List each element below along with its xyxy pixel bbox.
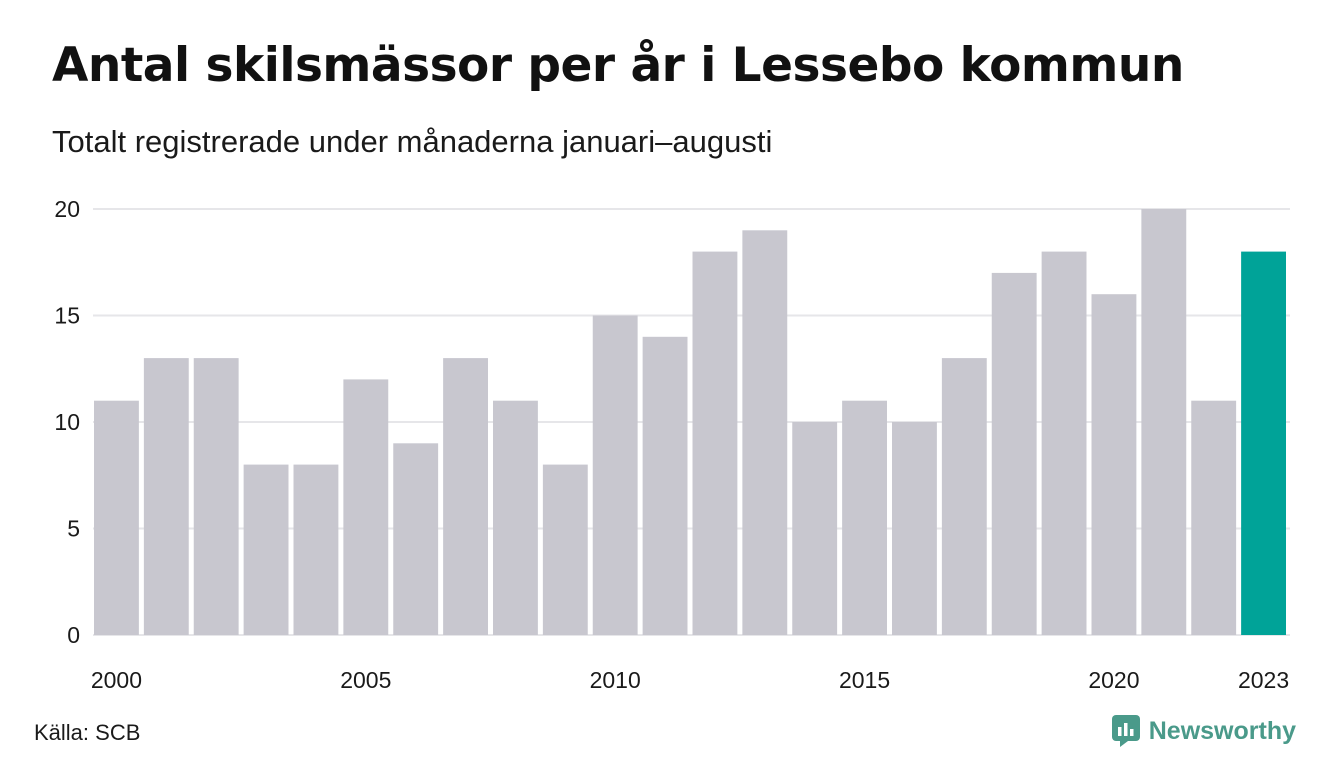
- x-tick-label-2010: 2010: [590, 667, 641, 693]
- newsworthy-logo: Newsworthy: [1111, 714, 1296, 748]
- chart-title: Antal skilsmässor per år i Lessebo kommu…: [52, 38, 1184, 93]
- bar-2007: [443, 358, 488, 635]
- x-axis-ticks: 2000 2005 2010 2015 2020 2023: [91, 667, 1289, 693]
- grid-lines: [93, 208, 1290, 636]
- y-axis-ticks: 0 5 10 15 20: [54, 196, 80, 648]
- bar-2003: [243, 464, 289, 635]
- x-tick-label-2020: 2020: [1088, 667, 1139, 693]
- bar-2010: [592, 315, 638, 635]
- y-tick-label-15: 15: [54, 303, 80, 329]
- bar-2009: [542, 464, 588, 635]
- newsworthy-logo-icon: [1111, 715, 1140, 747]
- x-tick-label-2023: 2023: [1238, 667, 1289, 693]
- x-tick-label-2015: 2015: [839, 667, 890, 693]
- y-tick-label-10: 10: [54, 409, 80, 435]
- bar-2022: [1191, 400, 1237, 635]
- bar-2013: [742, 230, 788, 636]
- bar-2012: [692, 251, 738, 635]
- bar-2020: [1091, 294, 1137, 635]
- bar-2002: [193, 358, 239, 635]
- bar-2019: [1041, 251, 1087, 635]
- bar-2017: [941, 358, 987, 635]
- bar-2000: [94, 400, 139, 635]
- source-note: Källa: SCB: [34, 720, 141, 745]
- y-tick-label-0: 0: [67, 622, 80, 648]
- bar-2014: [792, 422, 838, 635]
- chart-subtitle: Totalt registrerade under månaderna janu…: [52, 124, 773, 159]
- x-tick-label-2005: 2005: [340, 667, 391, 693]
- bars: [94, 209, 1286, 636]
- bar-2011: [642, 336, 688, 635]
- bar-2018: [991, 272, 1037, 635]
- bar-2005: [343, 379, 389, 635]
- bar-2016: [892, 422, 937, 635]
- brand-name: Newsworthy: [1148, 716, 1296, 745]
- bar-2006: [393, 443, 439, 635]
- bar-2015: [842, 400, 887, 635]
- bar-2008: [493, 400, 538, 635]
- y-tick-label-5: 5: [67, 516, 80, 542]
- bar-2004: [293, 464, 339, 635]
- bar-2021: [1141, 209, 1187, 635]
- bar-2001: [143, 358, 189, 635]
- bar-2023: [1241, 251, 1286, 635]
- y-tick-label-20: 20: [54, 196, 80, 222]
- x-tick-label-2000: 2000: [91, 667, 142, 693]
